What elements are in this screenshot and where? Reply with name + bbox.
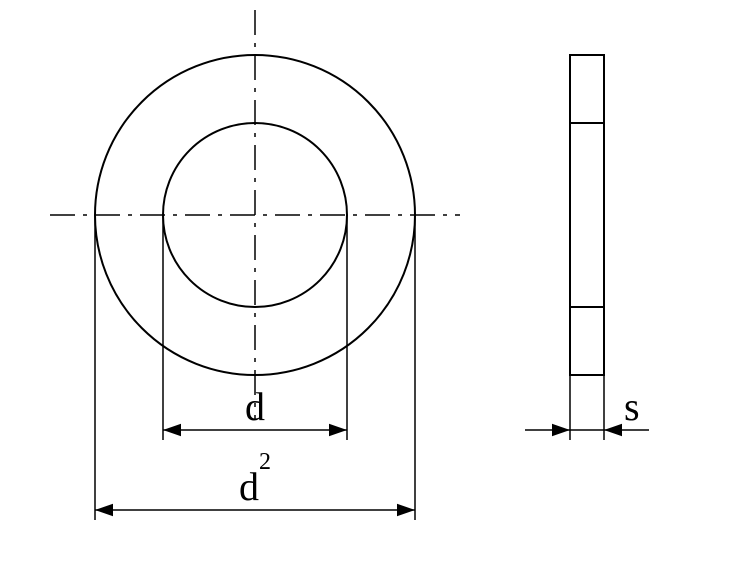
front-view bbox=[50, 10, 460, 420]
dimension-d: d bbox=[163, 384, 347, 436]
label-s: s bbox=[624, 384, 640, 429]
side-outline bbox=[570, 55, 604, 375]
extension-lines bbox=[95, 215, 604, 520]
side-view bbox=[570, 55, 604, 375]
label-d2: d2 bbox=[239, 449, 271, 509]
dimension-s: s bbox=[525, 384, 649, 436]
label-d: d bbox=[245, 384, 265, 429]
dimension-d2: d2 bbox=[95, 449, 415, 516]
